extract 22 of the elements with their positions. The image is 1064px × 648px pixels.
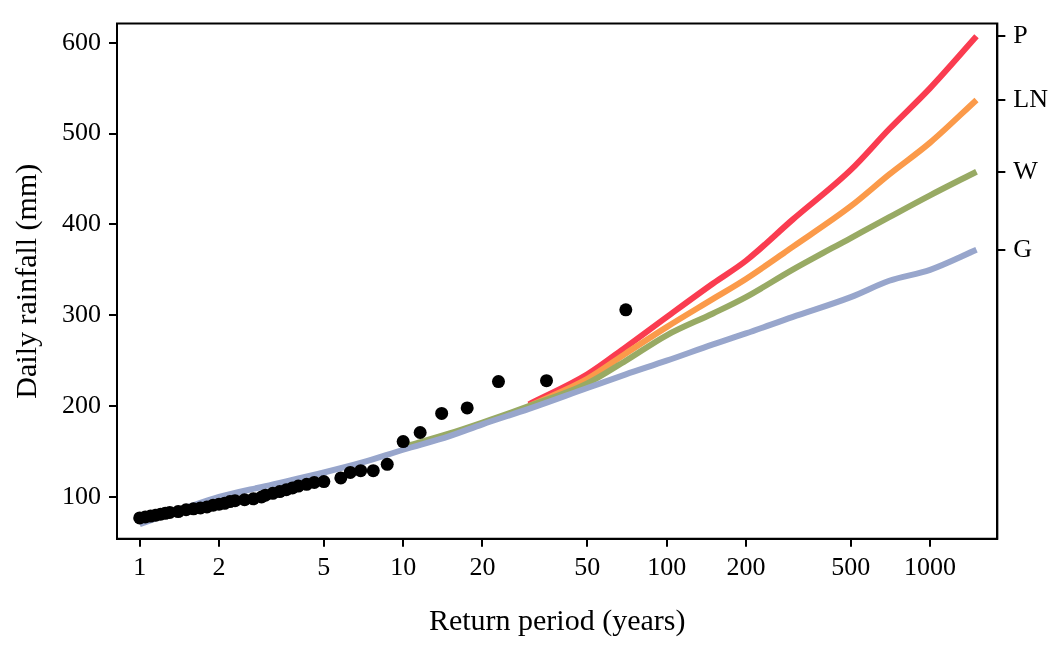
x-tick-label: 2 bbox=[212, 552, 226, 582]
x-axis-title: Return period (years) bbox=[428, 602, 686, 637]
y-axis-title: Daily rainfall (mm) bbox=[8, 163, 43, 399]
x-tick-label: 50 bbox=[574, 552, 601, 582]
y-tick-label: 600 bbox=[62, 26, 101, 56]
x-tick-label: 500 bbox=[831, 552, 871, 582]
y-tick-label: 300 bbox=[62, 299, 101, 329]
series-label: LN bbox=[1013, 83, 1049, 113]
series-label: P bbox=[1013, 20, 1028, 50]
x-tick-label: 100 bbox=[647, 552, 687, 582]
y-tick-label: 400 bbox=[62, 208, 101, 238]
y-tick-label: 100 bbox=[62, 480, 101, 510]
x-tick-label: 10 bbox=[390, 552, 417, 582]
x-tick-label: 5 bbox=[317, 552, 331, 582]
series-label: G bbox=[1013, 233, 1033, 263]
x-tick-label: 1 bbox=[133, 552, 147, 582]
x-tick-label: 20 bbox=[469, 552, 496, 582]
x-tick-label: 1000 bbox=[904, 552, 957, 582]
x-tick-label: 200 bbox=[726, 552, 766, 582]
y-tick-label: 200 bbox=[62, 389, 101, 419]
series-label: W bbox=[1013, 155, 1039, 185]
y-tick-label: 500 bbox=[62, 117, 101, 147]
